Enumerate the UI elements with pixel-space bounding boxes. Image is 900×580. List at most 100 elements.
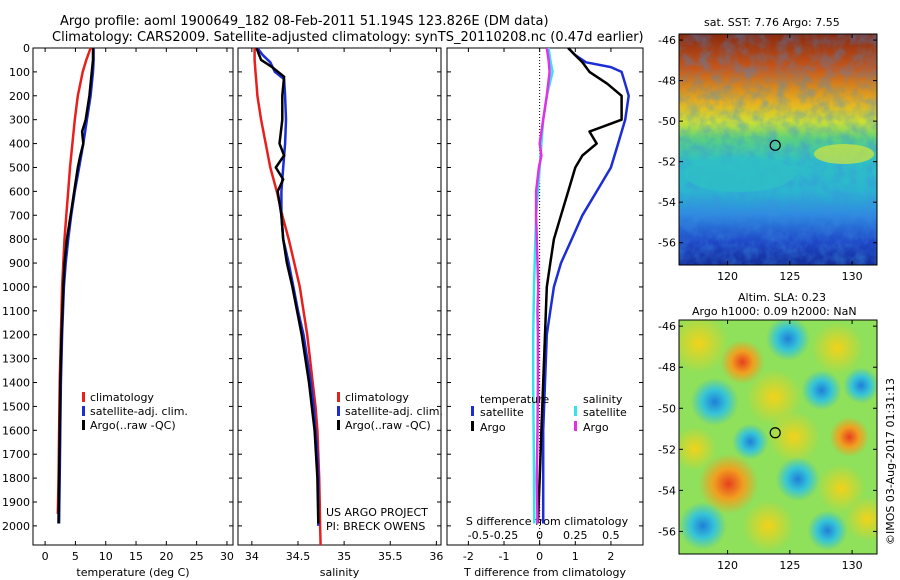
sla-blob: [843, 367, 877, 404]
series-line-blue: [541, 47, 630, 524]
map-frame: [678, 33, 878, 266]
legend-swatch: [471, 421, 474, 431]
y-tick-label: 1300: [2, 353, 30, 366]
project-annotation: PI: BRECK OWENS: [326, 520, 425, 533]
map-x-tick-label: 125: [779, 559, 800, 572]
y-tick-label: 800: [9, 233, 30, 246]
y-tick-label: 1100: [2, 305, 30, 318]
y-tick-label: 1400: [2, 377, 30, 390]
figure-title-line2: Climatology: CARS2009. Satellite-adjuste…: [52, 30, 644, 45]
legend-title-temperature: temperature: [480, 393, 549, 406]
y-tick-label: 1700: [2, 448, 30, 461]
sla-blob: [742, 499, 795, 552]
legend-swatch: [82, 420, 85, 430]
series-line-red: [253, 48, 322, 546]
argo-location-marker: [769, 427, 781, 439]
map-x-tick-label: 125: [779, 270, 800, 283]
y-tick-label: 400: [9, 138, 30, 151]
secondary-x-tick-label: -0.25: [490, 529, 518, 542]
sla-blob: [698, 453, 759, 514]
map-y-tick-label: -56: [658, 525, 676, 538]
y-tick-label: 500: [9, 161, 30, 174]
project-annotation: US ARGO PROJECT: [326, 506, 428, 519]
sla-blob: [690, 377, 739, 426]
legend-swatch: [337, 406, 340, 416]
x-tick-label: 15: [129, 550, 143, 563]
sla-blob: [807, 510, 848, 551]
x-tick-label: 34: [245, 550, 259, 563]
x-tick-label: 34.5: [286, 550, 311, 563]
secondary-x-axis-label: S difference from climatology: [466, 515, 629, 528]
legend-entry: climatology: [90, 391, 154, 404]
map-y-tick-label: -52: [658, 156, 676, 169]
secondary-x-tick-label: -0.5: [468, 529, 489, 542]
legend-entry: satellite: [480, 406, 524, 419]
sla-blob: [720, 340, 765, 385]
profile-panel-2: 34 34.5 35 35.5 36 salinity climatologysatelli…: [237, 47, 443, 579]
series-line-black: [255, 47, 320, 524]
x-tick-label: 35: [337, 550, 351, 563]
map-y-tick-label: -52: [658, 443, 676, 456]
map-frame: [678, 319, 878, 555]
legend-swatch: [574, 421, 577, 431]
sla-map-title-line2: Argo h1000: 0.09 h2000: NaN: [692, 305, 857, 318]
legend-entry: Argo: [480, 421, 506, 434]
legend-entry: climatology: [345, 391, 409, 404]
x-axis-label: temperature (deg C): [76, 566, 189, 579]
sla-blob: [775, 457, 820, 502]
legend-entry: Argo(..raw -QC): [345, 419, 431, 432]
profile-panel-3: -2 -1 0 1 2 T difference from climatology -0.5…: [446, 47, 644, 579]
legend-swatch: [337, 420, 340, 430]
y-tick-label: 900: [9, 257, 30, 270]
x-tick-label: 0: [536, 550, 543, 563]
legend-swatch: [471, 406, 474, 416]
x-tick-label: 36: [429, 550, 443, 563]
sla-blob: [811, 322, 864, 375]
x-tick-label: 20: [159, 550, 173, 563]
sst-map: -46 -48 -50 -52 -54 -56 120 125 130: [658, 33, 878, 283]
series-line-black: [536, 47, 623, 524]
sla-blob: [746, 369, 803, 426]
y-tick-label: 600: [9, 185, 30, 198]
argo-location-marker: [769, 139, 781, 151]
sla-blob: [765, 320, 810, 361]
plot-frame: [237, 47, 442, 546]
map-x-tick-label: 120: [717, 559, 738, 572]
y-tick-label: 1800: [2, 472, 30, 485]
sla-blob: [829, 417, 870, 457]
x-tick-label: 35.5: [378, 550, 403, 563]
sla-blob: [767, 411, 820, 463]
sla-map-title-line1: Altim. SLA: 0.23: [738, 291, 827, 304]
y-tick-label: 1200: [2, 329, 30, 342]
x-tick-label: 1: [572, 550, 579, 563]
y-tick-label: 300: [9, 114, 30, 127]
secondary-x-tick-label: 0: [536, 529, 543, 542]
y-tick-label: 1900: [2, 496, 30, 509]
x-axis-label: T difference from climatology: [463, 566, 626, 579]
figure-title-line1: Argo profile: aoml 1900649_182 08-Feb-20…: [60, 14, 549, 29]
sla-blob: [732, 423, 769, 460]
sst-patch: [814, 144, 874, 164]
x-tick-label: 5: [72, 550, 79, 563]
sla-blob: [679, 320, 729, 374]
map-y-tick-label: -48: [658, 361, 676, 374]
sla-blob: [679, 501, 727, 550]
map-y-tick-label: -54: [658, 196, 676, 209]
sla-blob: [845, 496, 877, 541]
secondary-x-tick-label: 0.25: [563, 529, 588, 542]
sla-field: [679, 320, 877, 554]
x-axis-label: salinity: [320, 566, 360, 579]
y-tick-label: 2000: [2, 520, 30, 533]
legend-entry: Argo(..raw -QC): [90, 419, 176, 432]
map-y-tick-label: -50: [658, 402, 676, 415]
legend-entry: Argo: [583, 421, 609, 434]
map-x-tick-label: 130: [842, 559, 863, 572]
legend-swatch: [82, 406, 85, 416]
legend-entry: satellite-adj. clim.: [90, 405, 188, 418]
profile-panel-1: 0100200300400500600700800900100011001200…: [2, 42, 234, 579]
legend-entry: satellite-adj. clim.: [345, 405, 443, 418]
x-tick-label: -2: [463, 550, 474, 563]
plot-frame: [32, 47, 234, 546]
legend-entry: satellite: [583, 406, 627, 419]
x-tick-label: 30: [220, 550, 234, 563]
